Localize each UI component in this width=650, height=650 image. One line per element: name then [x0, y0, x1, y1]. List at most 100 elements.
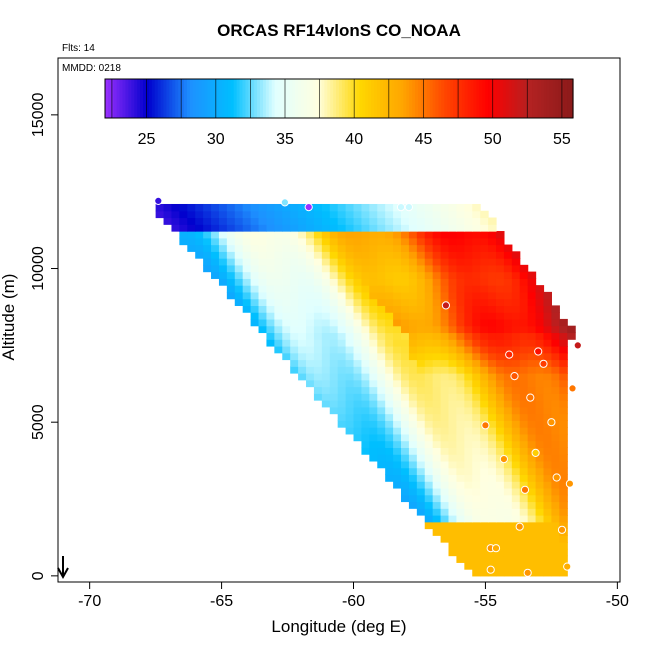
heatmap-cell [488, 528, 497, 536]
heatmap-cell [401, 244, 410, 252]
heatmap-cell [408, 339, 418, 347]
heatmap-cell [258, 325, 268, 334]
heatmap-cell [551, 373, 560, 381]
heatmap-cell [313, 271, 323, 279]
heatmap-cell [290, 345, 299, 354]
heatmap-cell [511, 555, 521, 563]
heatmap-cell [258, 285, 268, 293]
arrow-head [57, 567, 69, 580]
heatmap-cell [234, 258, 244, 266]
heatmap-cell [480, 562, 489, 570]
heatmap-cell [393, 481, 402, 489]
heatmap-cell [456, 359, 465, 367]
heatmap-cell [503, 332, 513, 340]
heatmap-cell [353, 298, 363, 306]
colorbar-segment [148, 79, 153, 118]
heatmap-cell [211, 237, 220, 246]
heatmap-cell [361, 217, 370, 225]
heatmap-cell [559, 406, 568, 415]
heatmap-cell [416, 345, 426, 354]
heatmap-cell [511, 251, 521, 259]
heatmap-cell [345, 352, 355, 361]
heatmap-cell [369, 224, 378, 232]
heatmap-cell [432, 345, 442, 354]
colorbar-segment [295, 79, 299, 118]
heatmap-cell [369, 386, 378, 394]
heatmap-cell [258, 271, 268, 279]
heatmap-cell [424, 285, 434, 293]
heatmap-cell [393, 251, 402, 259]
heatmap-cell [416, 210, 426, 219]
heatmap-cell [329, 352, 339, 361]
heatmap-cell [361, 325, 370, 334]
sample-point [499, 455, 508, 464]
heatmap-cell [511, 291, 521, 300]
heatmap-cell [211, 217, 220, 225]
heatmap-cell [503, 406, 513, 415]
heatmap-cell [266, 217, 275, 225]
heatmap-cell [345, 298, 355, 306]
heatmap-cell [480, 440, 489, 448]
heatmap-cell [551, 318, 560, 327]
heatmap-cell [313, 210, 323, 219]
heatmap-cell [226, 264, 236, 273]
heatmap-cell [187, 231, 196, 239]
heatmap-cell [440, 481, 450, 489]
colorbar-segment [254, 79, 258, 118]
heatmap-cell [480, 373, 489, 381]
heatmap-cell [179, 237, 188, 246]
heatmap-cell [266, 237, 275, 246]
heatmap-cell [361, 237, 370, 246]
heatmap-cell [551, 352, 560, 361]
heatmap-cell [298, 312, 307, 320]
heatmap-cell [313, 352, 323, 361]
heatmap-cell [345, 237, 355, 246]
heatmap-cell [543, 494, 552, 503]
heatmap-cell [369, 366, 378, 374]
colorbar-segment [131, 79, 135, 118]
heatmap-cell [456, 535, 465, 543]
heatmap-cell [424, 224, 434, 232]
heatmap-cell [369, 244, 378, 252]
heatmap-cell [503, 379, 513, 388]
colorbar-segment [374, 79, 378, 118]
heatmap-cell [369, 379, 378, 388]
colorbar-segment [356, 79, 361, 118]
heatmap-cell [282, 352, 291, 361]
heatmap-cell [345, 406, 355, 415]
heatmap-cell [503, 298, 513, 306]
heatmap-cell [503, 318, 513, 327]
heatmap-cell [401, 318, 410, 327]
heatmap-cell [488, 548, 497, 557]
heatmap-cell [527, 474, 537, 482]
heatmap-cell [337, 332, 347, 340]
colorbar-segment [494, 79, 498, 118]
heatmap-cell [408, 224, 418, 232]
heatmap-cell [503, 440, 513, 448]
heatmap-cell [250, 291, 260, 300]
heatmap-cell [424, 298, 434, 306]
heatmap-cell [361, 305, 370, 313]
heatmap-cell [456, 427, 465, 435]
heatmap-cell [290, 271, 299, 279]
heatmap-cell [551, 440, 560, 448]
heatmap-cell [385, 467, 394, 476]
heatmap-cell [203, 258, 212, 266]
heatmap-cell [321, 359, 331, 367]
heatmap-cell [377, 305, 386, 313]
heatmap-cell [377, 433, 386, 442]
heatmap-cell [464, 271, 473, 279]
heatmap-cell [535, 521, 545, 530]
heatmap-cell [472, 440, 481, 448]
heatmap-cell [203, 237, 212, 246]
heatmap-cell [401, 393, 410, 401]
heatmap-cell [416, 278, 426, 286]
colorbar-segment [201, 79, 206, 118]
heatmap-cell [480, 312, 489, 320]
heatmap-cell [290, 332, 299, 340]
heatmap-cell [551, 413, 560, 421]
heatmap-cell [456, 433, 465, 442]
heatmap-cell [535, 406, 545, 415]
heatmap-cell [559, 501, 568, 509]
heatmap-cell [456, 318, 465, 327]
